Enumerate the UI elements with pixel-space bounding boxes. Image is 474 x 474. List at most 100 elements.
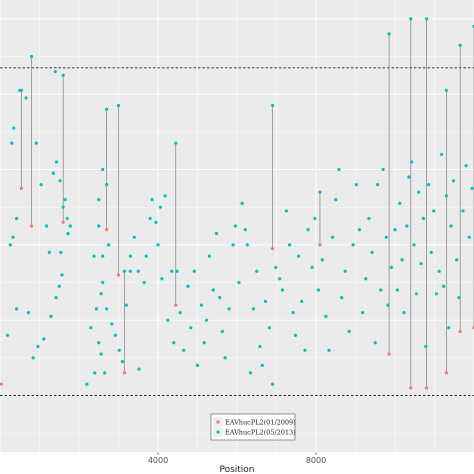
- legend-marker: [216, 430, 220, 434]
- data-point: [409, 160, 414, 164]
- data-point: [263, 299, 268, 303]
- data-point: [214, 231, 219, 236]
- data-point: [425, 17, 429, 21]
- data-point: [39, 182, 43, 187]
- data-point: [343, 269, 347, 273]
- data-point: [233, 224, 238, 228]
- data-point: [174, 141, 178, 145]
- x-tick-label: 8000: [306, 456, 326, 465]
- legend: EAVhucPL2(01/2009) EAVhucPL2(05/2013): [210, 413, 296, 441]
- data-point: [110, 322, 114, 326]
- data-point: [101, 280, 105, 285]
- data-point: [364, 277, 368, 281]
- data-point: [30, 54, 34, 59]
- data-point: [316, 288, 320, 292]
- data-point: [409, 17, 413, 21]
- data-point: [14, 307, 19, 311]
- data-point: [31, 356, 35, 360]
- data-point: [89, 326, 93, 330]
- data-point: [387, 32, 391, 36]
- data-point: [280, 288, 285, 292]
- data-point: [163, 194, 167, 198]
- data-point: [441, 284, 446, 288]
- legend-label: EAVhucPL2(05/2013): [225, 428, 296, 436]
- data-point: [270, 247, 275, 251]
- data-point: [303, 348, 307, 352]
- data-point: [107, 243, 111, 247]
- data-point: [330, 235, 335, 239]
- data-point: [116, 103, 121, 108]
- data-point: [142, 280, 146, 285]
- data-point: [324, 314, 328, 318]
- data-point: [334, 198, 338, 202]
- data-point: [174, 303, 178, 307]
- data-point: [160, 277, 164, 281]
- data-point: [92, 254, 96, 258]
- data-point: [444, 194, 448, 198]
- data-point: [297, 254, 301, 258]
- data-point: [101, 167, 105, 172]
- data-point: [251, 307, 256, 311]
- data-point: [255, 269, 259, 273]
- data-point: [458, 329, 462, 334]
- grid-lines: [0, 0, 474, 452]
- data-point: [182, 348, 186, 352]
- x-tick-label: 4000: [148, 456, 168, 465]
- data-point: [53, 69, 57, 74]
- data-point: [426, 182, 431, 187]
- data-point: [447, 326, 451, 330]
- data-point: [202, 341, 206, 345]
- data-point: [61, 220, 65, 224]
- data-point: [354, 182, 358, 187]
- data-point: [318, 190, 322, 194]
- data-point: [105, 228, 109, 232]
- data-point: [395, 288, 399, 292]
- data-point: [113, 333, 117, 337]
- data-point: [54, 295, 58, 300]
- data-point: [357, 228, 362, 232]
- data-point: [66, 231, 70, 236]
- legend-marker: [216, 420, 220, 424]
- data-point: [101, 254, 105, 258]
- data-point: [117, 348, 121, 352]
- data-point: [204, 318, 209, 322]
- data-point: [63, 198, 67, 202]
- legend-items: EAVhucPL2(01/2009) EAVhucPL2(05/2013): [213, 417, 296, 436]
- data-point: [11, 235, 15, 239]
- data-point: [42, 337, 46, 341]
- data-point: [19, 186, 23, 190]
- data-point: [10, 141, 14, 145]
- data-point: [405, 224, 409, 228]
- data-point: [85, 382, 89, 386]
- data-point: [0, 382, 3, 386]
- data-point: [470, 186, 474, 190]
- data-point: [59, 250, 63, 254]
- data-point: [421, 216, 426, 221]
- data-points: [0, 17, 474, 390]
- data-point: [327, 348, 331, 352]
- data-point: [47, 250, 51, 254]
- x-axis-ticks: 4000 8000: [148, 452, 326, 465]
- data-point: [412, 243, 416, 247]
- data-point: [387, 352, 391, 356]
- data-point: [425, 386, 429, 390]
- data-point: [122, 269, 127, 273]
- data-point: [370, 250, 374, 254]
- data-point: [337, 167, 341, 172]
- data-point: [270, 382, 275, 386]
- data-point: [60, 273, 64, 277]
- data-point: [455, 258, 459, 262]
- data-point: [54, 160, 59, 164]
- data-point: [223, 356, 227, 360]
- data-point: [400, 258, 404, 262]
- data-point: [97, 198, 101, 202]
- data-point: [258, 344, 262, 349]
- data-point: [34, 141, 38, 145]
- data-point: [432, 209, 436, 213]
- data-point: [398, 201, 402, 205]
- legend-box: [210, 413, 296, 441]
- data-point: [65, 216, 69, 221]
- data-point: [120, 360, 125, 364]
- data-point: [132, 235, 136, 239]
- data-point: [320, 258, 324, 262]
